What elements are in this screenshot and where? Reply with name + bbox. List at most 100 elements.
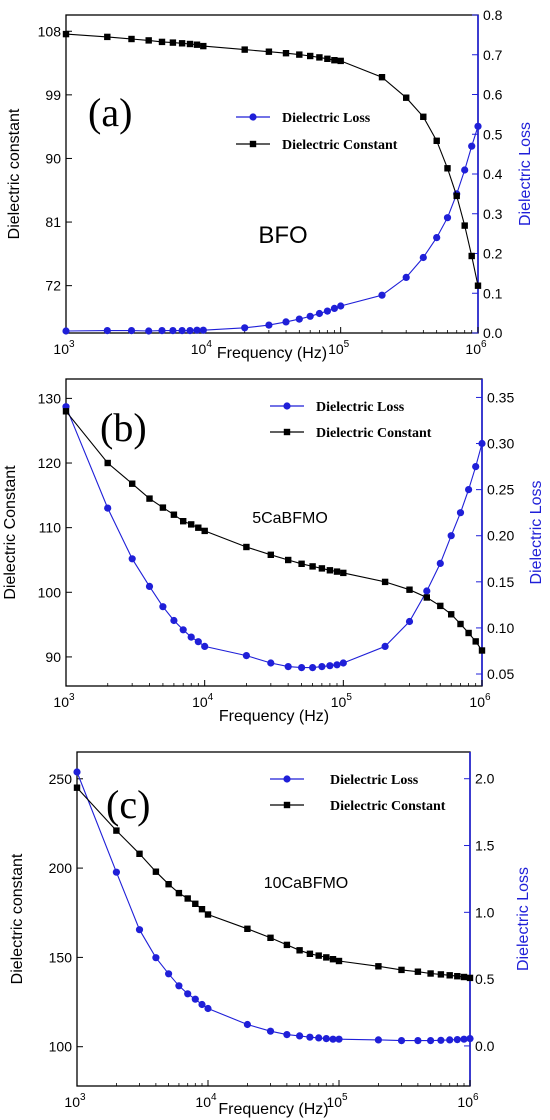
loss-point xyxy=(309,664,317,672)
x-tick-base: 10 xyxy=(469,694,485,710)
constant-point xyxy=(243,543,250,551)
constant-point xyxy=(468,252,475,260)
constant-point xyxy=(267,551,274,558)
loss-point xyxy=(175,982,183,990)
constant-point xyxy=(136,850,143,857)
constant-point xyxy=(448,611,455,618)
loss-point xyxy=(419,253,427,262)
constant-point xyxy=(433,137,440,144)
x-tick-label: 103 xyxy=(53,692,75,710)
constant-point xyxy=(315,952,322,959)
y-right-tick-label: 0.4 xyxy=(483,166,503,182)
chart-panel: 103 104 105 106901001101201300.050.100.150.… xyxy=(2,378,545,725)
y-right-tick-label: 0.7 xyxy=(483,47,503,63)
y-left-axis-title: Dielectric Constant xyxy=(2,465,19,600)
loss-point xyxy=(186,327,194,335)
x-tick-base: 10 xyxy=(195,1094,211,1110)
legend-label: Dielectric Constant xyxy=(316,426,432,441)
constant-point xyxy=(296,51,303,58)
loss-point xyxy=(478,439,486,448)
loss-point xyxy=(165,970,173,978)
y-right-tick-label: 0.35 xyxy=(487,389,514,405)
panel-label: (c) xyxy=(106,782,150,827)
constant-point xyxy=(437,602,444,610)
legend-label: Dielectric Constant xyxy=(282,138,398,153)
constant-point xyxy=(461,222,468,229)
loss-point xyxy=(378,291,386,299)
plot-frame xyxy=(65,14,479,334)
x-tick-label: 106 xyxy=(457,1092,479,1110)
loss-point xyxy=(266,1027,275,1035)
loss-point xyxy=(460,1035,468,1043)
y-right-tick-label: 0.0 xyxy=(475,1038,495,1054)
loss-point xyxy=(322,1035,330,1043)
loss-point xyxy=(443,214,452,222)
constant-point xyxy=(201,527,208,535)
y-right-tick-label: 0.15 xyxy=(487,574,514,590)
constant-point xyxy=(326,567,334,574)
legend-marker-square xyxy=(283,428,291,436)
x-tick-base: 10 xyxy=(457,1094,473,1110)
y-right-tick-label: 0.1 xyxy=(483,285,503,301)
loss-point xyxy=(326,662,334,670)
loss-point xyxy=(296,1032,304,1040)
x-axis-title: Frequency (Hz) xyxy=(217,345,327,362)
loss-point xyxy=(284,663,292,671)
x-axis-title: Frequency (Hz) xyxy=(218,1101,328,1118)
constant-point xyxy=(152,868,160,875)
x-tick-base: 10 xyxy=(53,341,69,357)
constant-point xyxy=(453,192,460,200)
constant-point xyxy=(309,563,316,570)
y-left-tick-label: 130 xyxy=(38,390,62,406)
y-left-tick-label: 81 xyxy=(45,214,61,230)
constant-point xyxy=(420,113,427,120)
constant-point xyxy=(146,495,153,502)
y-left-tick-label: 90 xyxy=(45,150,61,166)
loss-point xyxy=(73,768,81,776)
constant-point xyxy=(329,956,337,963)
sample-annotation: 10CaBFMO xyxy=(264,875,348,892)
constant-point xyxy=(188,521,195,528)
loss-point xyxy=(414,1037,422,1045)
constant-point xyxy=(267,934,274,941)
loss-point xyxy=(333,661,341,669)
constant-point xyxy=(466,974,474,982)
series-line-loss xyxy=(76,771,471,1042)
x-tick-base: 10 xyxy=(331,694,347,710)
y-left-tick-label: 110 xyxy=(39,520,62,536)
constant-point xyxy=(444,165,451,172)
constant-point xyxy=(318,565,326,572)
x-tick-exponent: 5 xyxy=(342,1092,348,1103)
constant-point xyxy=(170,511,178,518)
y-right-tick-label: 0.05 xyxy=(487,666,514,682)
x-tick-label: 104 xyxy=(195,1092,217,1110)
loss-point xyxy=(306,312,314,320)
x-tick-base: 10 xyxy=(192,694,208,710)
legend-label: Dielectric Constant xyxy=(330,799,446,814)
constant-point xyxy=(159,504,167,511)
constant-point xyxy=(381,578,389,586)
y-left-tick-label: 90 xyxy=(45,649,61,665)
x-tick-base: 10 xyxy=(328,341,344,357)
y-right-tick-label: 0.2 xyxy=(483,246,503,262)
y-right-tick-label: 0.20 xyxy=(487,528,514,544)
constant-point xyxy=(113,827,120,834)
constant-point xyxy=(186,40,194,48)
constant-point xyxy=(104,459,111,467)
y-left-tick-label: 120 xyxy=(38,455,62,471)
y-left-tick-label: 250 xyxy=(49,771,73,787)
loss-point xyxy=(405,617,414,626)
legend-label: Dielectric Loss xyxy=(282,111,371,126)
x-tick-exponent: 6 xyxy=(481,339,487,350)
constant-point xyxy=(204,911,212,918)
legend: Dielectric Loss Dielectric Constant xyxy=(270,400,432,441)
x-tick-label: 103 xyxy=(64,1092,86,1110)
loss-point xyxy=(323,307,331,315)
legend: Dielectric Loss Dielectric Constant xyxy=(270,773,446,814)
constant-point xyxy=(296,947,303,954)
loss-point xyxy=(298,664,306,672)
loss-point xyxy=(465,486,473,494)
loss-point xyxy=(193,326,201,334)
y-left-tick-label: 100 xyxy=(38,584,62,600)
constant-point xyxy=(427,970,434,977)
